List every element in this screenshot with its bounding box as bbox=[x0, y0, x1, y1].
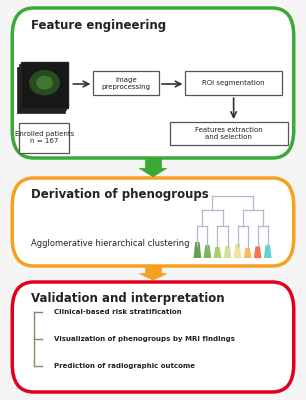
Polygon shape bbox=[244, 248, 252, 258]
FancyBboxPatch shape bbox=[170, 122, 288, 145]
Polygon shape bbox=[214, 247, 221, 258]
Text: Visualization of phenogroups by MRI findings: Visualization of phenogroups by MRI find… bbox=[54, 336, 235, 342]
Bar bbox=[19, 64, 66, 110]
Text: Agglomerative hierarchical clustering: Agglomerative hierarchical clustering bbox=[31, 240, 189, 248]
Polygon shape bbox=[224, 246, 231, 258]
Polygon shape bbox=[234, 244, 241, 258]
Polygon shape bbox=[203, 245, 211, 258]
Text: Features extraction
and selection: Features extraction and selection bbox=[195, 127, 263, 140]
Text: Validation and interpretation: Validation and interpretation bbox=[31, 292, 224, 306]
Polygon shape bbox=[145, 266, 161, 274]
Text: Prediction of radiographic outcome: Prediction of radiographic outcome bbox=[54, 363, 195, 370]
Polygon shape bbox=[139, 168, 167, 177]
Text: Image
preprocessing: Image preprocessing bbox=[102, 77, 151, 90]
FancyBboxPatch shape bbox=[12, 178, 294, 266]
Polygon shape bbox=[139, 274, 167, 280]
Polygon shape bbox=[264, 245, 272, 258]
FancyBboxPatch shape bbox=[21, 62, 68, 108]
Ellipse shape bbox=[29, 70, 60, 95]
Polygon shape bbox=[145, 158, 161, 168]
Text: Derivation of phenogroups: Derivation of phenogroups bbox=[31, 188, 208, 201]
Bar bbox=[17, 67, 65, 113]
Text: Clinical-based risk stratification: Clinical-based risk stratification bbox=[54, 309, 181, 315]
Ellipse shape bbox=[36, 76, 53, 90]
FancyBboxPatch shape bbox=[185, 71, 282, 95]
FancyBboxPatch shape bbox=[93, 71, 159, 95]
Polygon shape bbox=[193, 242, 201, 258]
FancyBboxPatch shape bbox=[19, 123, 69, 153]
Bar bbox=[22, 63, 67, 107]
Polygon shape bbox=[254, 246, 262, 258]
FancyBboxPatch shape bbox=[12, 282, 294, 392]
Text: ROI segmentation: ROI segmentation bbox=[202, 80, 265, 86]
Text: Enrolled patients
n = 167: Enrolled patients n = 167 bbox=[15, 131, 74, 144]
Text: Feature engineering: Feature engineering bbox=[31, 19, 166, 32]
FancyBboxPatch shape bbox=[12, 8, 294, 158]
